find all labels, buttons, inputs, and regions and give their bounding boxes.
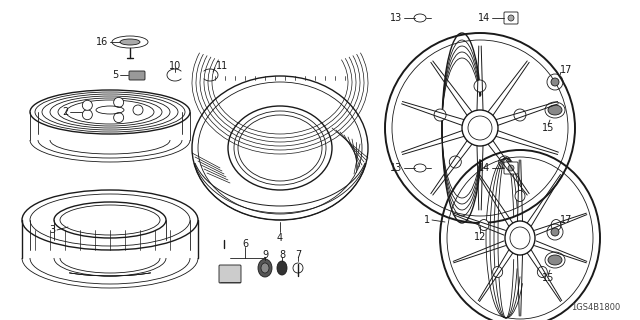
Circle shape xyxy=(449,156,461,168)
Text: 9: 9 xyxy=(262,250,268,260)
Circle shape xyxy=(551,228,559,236)
Text: 14: 14 xyxy=(477,163,490,173)
Circle shape xyxy=(508,165,514,171)
Circle shape xyxy=(499,156,511,168)
Ellipse shape xyxy=(493,267,502,277)
Text: 4: 4 xyxy=(277,233,283,243)
Text: 15: 15 xyxy=(542,123,554,133)
Text: 15: 15 xyxy=(542,273,554,283)
Ellipse shape xyxy=(479,220,489,230)
Text: 17: 17 xyxy=(560,65,572,75)
Text: 11: 11 xyxy=(216,61,228,71)
Circle shape xyxy=(114,113,124,123)
Text: 5: 5 xyxy=(112,70,118,80)
Circle shape xyxy=(133,105,143,115)
Text: 7: 7 xyxy=(295,250,301,260)
Text: 10: 10 xyxy=(169,61,181,71)
Text: 13: 13 xyxy=(390,163,402,173)
Circle shape xyxy=(83,110,92,120)
Circle shape xyxy=(114,97,124,108)
Circle shape xyxy=(434,109,446,121)
Text: 6: 6 xyxy=(242,239,248,249)
Ellipse shape xyxy=(120,39,140,45)
FancyBboxPatch shape xyxy=(504,162,518,174)
Ellipse shape xyxy=(258,259,272,277)
FancyBboxPatch shape xyxy=(219,265,241,283)
Circle shape xyxy=(508,15,514,21)
Text: 16: 16 xyxy=(96,37,108,47)
Text: 13: 13 xyxy=(390,13,402,23)
Text: 17: 17 xyxy=(560,215,572,225)
Text: 8: 8 xyxy=(279,250,285,260)
Ellipse shape xyxy=(538,267,547,277)
Text: 12: 12 xyxy=(474,232,486,242)
Ellipse shape xyxy=(277,261,287,275)
Text: 14: 14 xyxy=(477,13,490,23)
Ellipse shape xyxy=(261,263,269,273)
Text: 1: 1 xyxy=(424,215,430,225)
Text: 2: 2 xyxy=(61,107,68,117)
FancyBboxPatch shape xyxy=(504,12,518,24)
Ellipse shape xyxy=(548,105,562,115)
FancyBboxPatch shape xyxy=(129,71,145,80)
Circle shape xyxy=(83,100,92,110)
Circle shape xyxy=(514,109,526,121)
Text: 3: 3 xyxy=(49,225,55,235)
Ellipse shape xyxy=(551,220,561,230)
Text: 1GS4B1800: 1GS4B1800 xyxy=(571,303,620,313)
Ellipse shape xyxy=(515,190,525,202)
Ellipse shape xyxy=(548,255,562,265)
Circle shape xyxy=(551,78,559,86)
Circle shape xyxy=(474,80,486,92)
